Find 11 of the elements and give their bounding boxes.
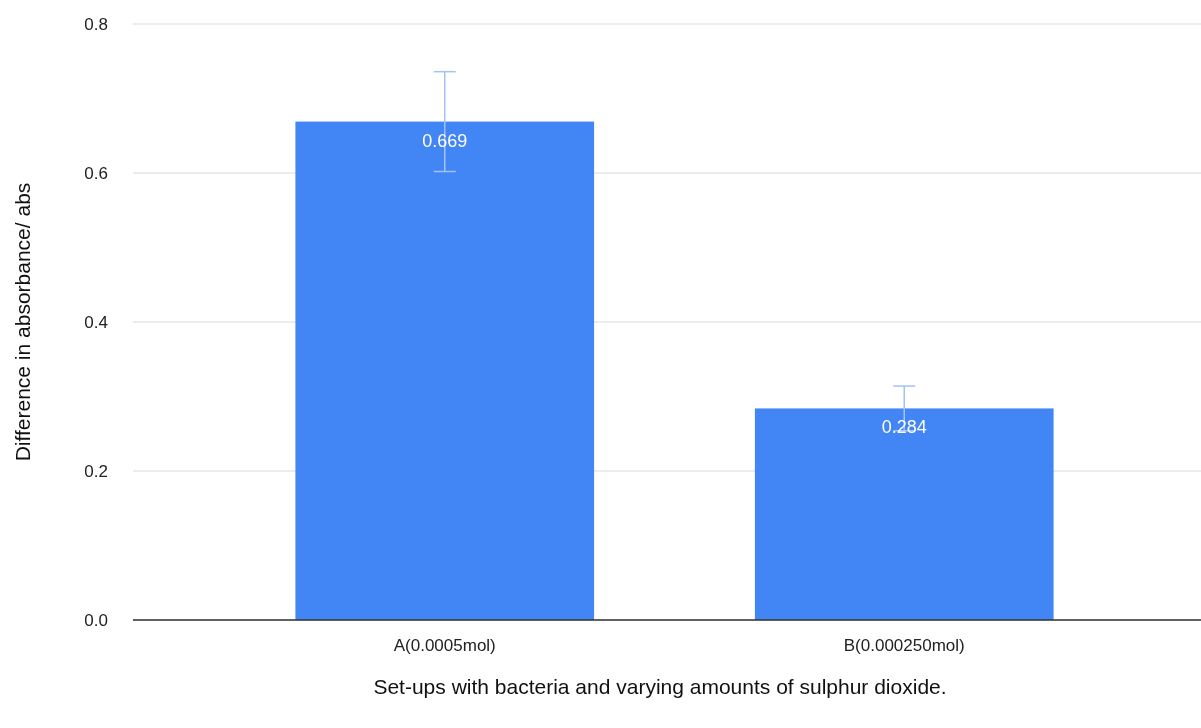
y-tick-label: 0.2 (84, 462, 108, 481)
x-tick-label: A(0.0005mol) (393, 636, 496, 655)
data-label: 0.669 (422, 130, 468, 151)
y-tick-label: 0.4 (84, 313, 108, 332)
y-tick-label: 0.0 (84, 611, 108, 630)
x-tick-label: B(0.000250mol) (843, 636, 965, 655)
y-tick-label: 0.6 (84, 164, 108, 183)
y-axis-title: Difference in absorbance/ abs (11, 182, 34, 462)
data-label: 0.284 (881, 417, 927, 438)
y-tick-label: 0.8 (84, 15, 108, 34)
x-axis-title: Set-ups with bacteria and varying amounts of sulphur dioxide. (373, 675, 947, 698)
